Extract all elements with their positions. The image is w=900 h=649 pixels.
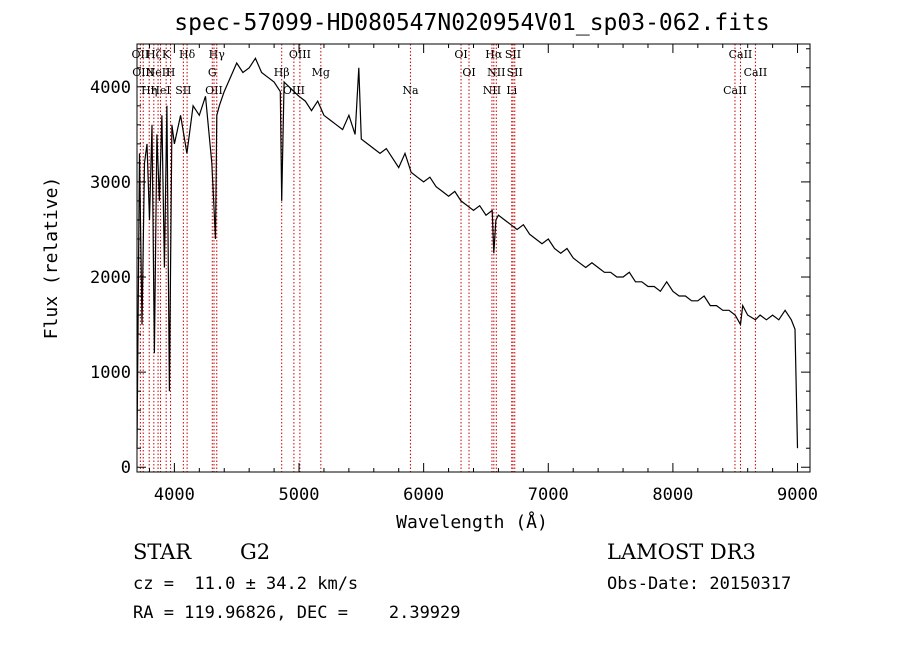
chart-title: spec-57099-HD080547N020954V01_sp03-062.f…: [174, 10, 769, 36]
x-axis-label: Wavelength (Å): [396, 511, 548, 533]
spectral-line-label: OIII: [289, 48, 311, 61]
spectral-line-label: OI: [454, 48, 467, 61]
spectral-line-label: NeII: [146, 66, 171, 79]
spectral-line-label: SII: [175, 84, 191, 97]
spectral-line-label: H: [166, 66, 176, 79]
spectral-line-label: Hα: [485, 48, 503, 61]
spectral-line-label: SII: [507, 66, 523, 79]
spectral-line-label: OII: [132, 48, 150, 61]
x-tick-label: 6000: [403, 485, 444, 505]
spectral-line-label: Hβ: [274, 66, 290, 79]
plot-frame: [136, 43, 811, 473]
survey-label: LAMOST DR3: [607, 540, 756, 564]
spectral-line-label: SII: [505, 48, 521, 61]
y-tick-label: 0: [121, 458, 131, 478]
x-tick-label: 9000: [777, 485, 818, 505]
spectral-line-label: CaII: [744, 66, 768, 79]
y-tick-label: 4000: [90, 78, 131, 98]
spectral-line-labels: OIIOIIIHηHζNeIIHeIKHSIIHδGOIIHγHβOIIIOII…: [132, 48, 768, 97]
spectral-line-label: OIII: [132, 66, 154, 79]
spectral-line-label: G: [208, 66, 217, 79]
axis-tick-labels: 4000 5000 6000 7000 8000 9000 0 1000 2000 3000 400…: [90, 78, 818, 505]
spectral-line-label: Li: [506, 84, 517, 97]
spectral-line-label: Hζ: [146, 48, 162, 61]
spectral-line-markers: [139, 44, 756, 472]
x-tick-label: 5000: [279, 485, 320, 505]
coordinates: RA = 119.96826, DEC = 2.39929: [133, 603, 461, 623]
flux-series-line: [136, 57, 799, 449]
spectral-line-label: OIII: [283, 84, 305, 97]
y-tick-label: 1000: [90, 363, 131, 383]
y-tick-label: 2000: [90, 268, 131, 288]
spectral-line-label: Mg: [312, 66, 330, 79]
spectral-line-label: NII: [483, 84, 501, 97]
redshift-readout: cz = 11.0 ± 34.2 km/s: [133, 574, 359, 594]
spectral-line-label: OII: [205, 84, 223, 97]
obs-date: Obs-Date: 20150317: [607, 574, 792, 594]
spectral-line-label: Na: [402, 84, 419, 97]
spectral-line-label: OI: [462, 66, 475, 79]
object-class: STAR: [133, 540, 192, 564]
y-tick-label: 3000: [90, 173, 131, 193]
axis-ticks: [137, 44, 810, 472]
spectral-line-label: CaII: [729, 48, 753, 61]
spectral-line-label: CaII: [723, 84, 747, 97]
x-tick-label: 4000: [154, 485, 195, 505]
x-tick-label: 8000: [652, 485, 693, 505]
spectral-line-label: Hδ: [179, 48, 196, 61]
spectral-line-label: Hγ: [209, 48, 226, 61]
spectral-line-label: HeI: [150, 84, 170, 97]
object-subclass: G2: [240, 540, 271, 564]
x-tick-label: 7000: [528, 485, 569, 505]
spectral-line-label: K: [162, 48, 171, 61]
spectral-line-label: NII: [487, 66, 505, 79]
y-axis-label: Flux (relative): [41, 177, 62, 340]
